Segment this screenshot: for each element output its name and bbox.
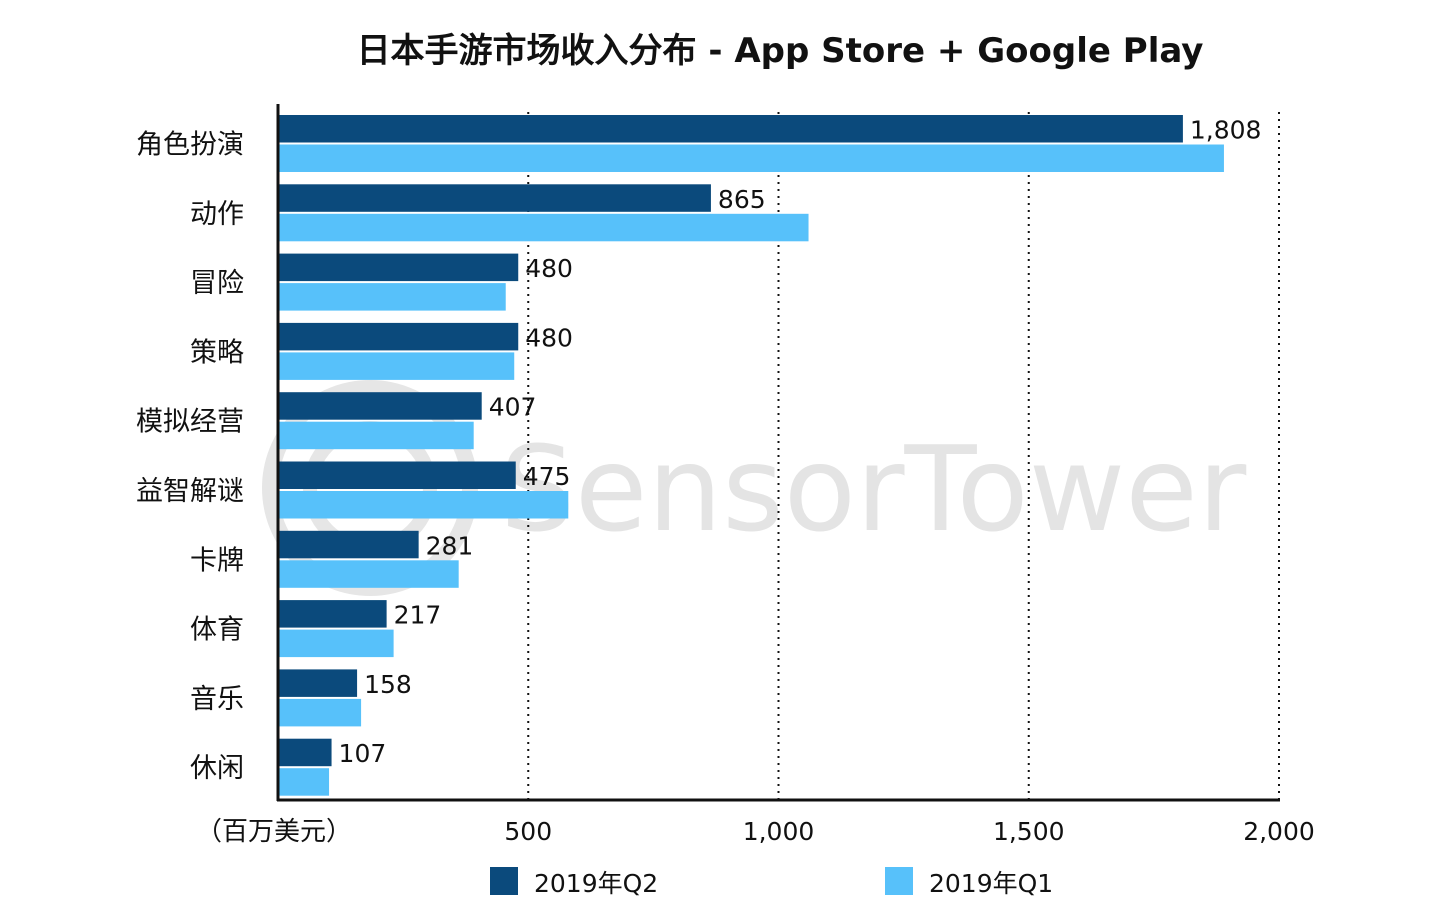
category-label: 动作 [190,199,244,230]
bar-2019q2 [278,530,419,559]
bar-2019q1 [278,421,474,450]
bar-2019q1 [278,560,459,588]
bar-2019q2 [278,322,519,351]
watermark-text: SensorTower [500,420,1247,558]
category-label: 益智解谜 [136,476,244,507]
axes [276,104,1280,802]
bar-2019q1 [278,629,394,658]
bar-2019q2 [278,461,516,489]
watermark: SensorTower [262,380,1247,596]
legend: 2019年Q2 2019年Q1 [490,867,1053,898]
category-label: 角色扮演 [136,130,244,161]
category-label: 音乐 [190,684,244,715]
data-label: 480 [525,254,573,283]
bars: 角色扮演 1,808 动作 865 冒险 480 策略 480 模拟经营 407 益智解谜 475 卡牌… [136,115,1261,796]
bar-2019q2 [278,600,387,628]
x-tick-label: 1,500 [993,817,1065,846]
data-label: 865 [718,185,766,214]
bar-2019q1 [278,698,362,727]
category-label: 模拟经营 [136,407,244,438]
data-label: 1,808 [1190,116,1262,145]
bar-2019q1 [278,768,330,796]
bar-2019q2 [278,392,482,420]
category-label: 策略 [190,337,244,368]
gridlines: 500 1,000 1,500 2,000 [504,112,1315,846]
category-label: 体育 [190,615,244,646]
bar-2019q1 [278,144,1224,172]
data-label: 407 [489,393,537,422]
data-label: 158 [364,670,412,699]
bar-2019q1 [278,352,515,380]
bar-2019q2 [278,115,1183,143]
data-label: 480 [525,323,573,352]
unit-label: （百万美元） [196,817,352,847]
data-label: 281 [426,531,474,560]
x-tick-label: 2,000 [1243,817,1315,846]
category-label: 卡牌 [190,545,244,576]
x-tick-label: 1,000 [743,817,815,846]
legend-swatch [885,867,913,895]
legend-label: 2019年Q1 [929,869,1053,898]
bar-2019q2 [278,184,711,212]
bar-2019q1 [278,213,809,242]
legend-label: 2019年Q2 [534,869,658,898]
data-label: 475 [523,462,571,491]
bar-2019q2 [278,738,332,767]
bar-2019q2 [278,669,358,697]
data-label: 217 [394,601,442,630]
data-label: 107 [339,739,387,768]
x-tick-label: 500 [504,817,552,846]
bar-2019q1 [278,491,569,519]
bar-2019q1 [278,283,506,311]
chart-title: 日本手游市场收入分布 - App Store + Google Play [357,31,1204,71]
legend-swatch [490,867,518,895]
category-label: 休闲 [190,753,244,784]
bar-2019q2 [278,253,519,282]
category-label: 冒险 [190,268,244,299]
